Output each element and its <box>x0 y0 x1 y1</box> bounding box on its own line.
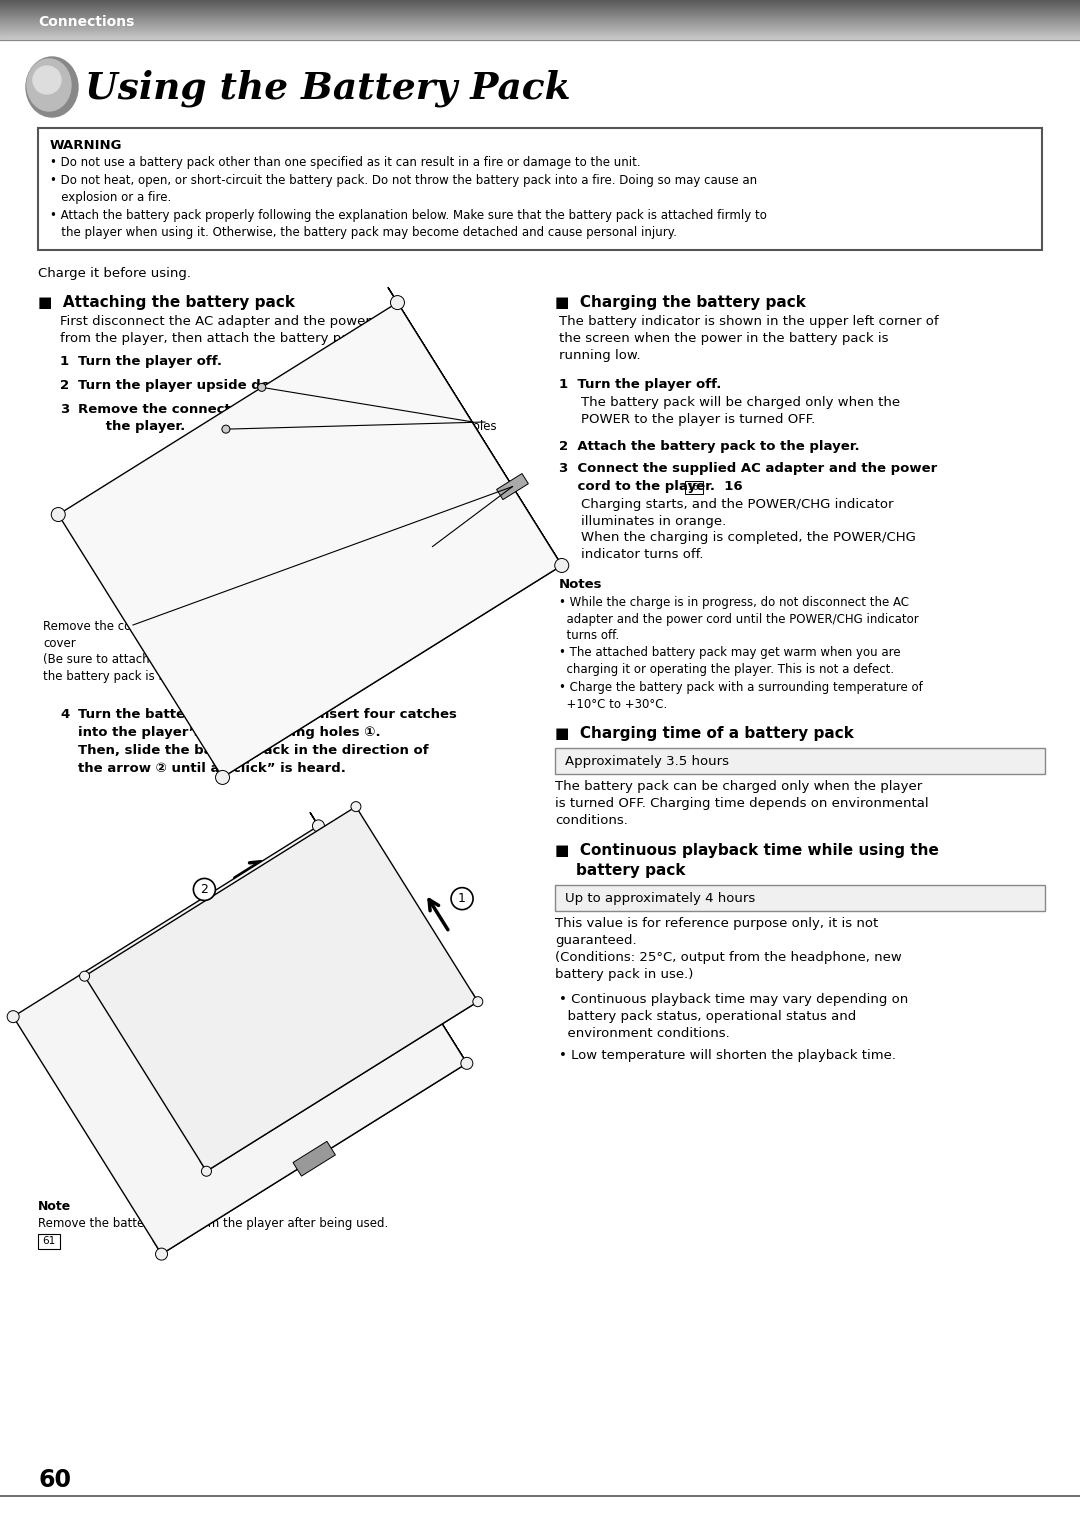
Text: battery pack: battery pack <box>555 864 686 877</box>
Ellipse shape <box>33 65 60 94</box>
Text: 60: 60 <box>38 1468 71 1493</box>
Text: ■  Continuous playback time while using the: ■ Continuous playback time while using t… <box>555 844 939 857</box>
Text: Turn the player upside down.: Turn the player upside down. <box>78 379 297 391</box>
Text: 3: 3 <box>60 404 69 416</box>
Circle shape <box>351 801 361 812</box>
Bar <box>685 481 703 493</box>
Circle shape <box>51 507 65 521</box>
Text: 1  Turn the player off.: 1 Turn the player off. <box>559 378 721 391</box>
Text: 2: 2 <box>201 883 208 896</box>
Polygon shape <box>213 550 562 777</box>
Text: • The attached battery pack may get warm when you are
  charging it or operating: • The attached battery pack may get warm… <box>559 646 901 676</box>
Text: The battery pack will be charged only when the
POWER to the player is turned OFF: The battery pack will be charged only wh… <box>581 396 900 425</box>
Text: Note: Note <box>38 1200 71 1212</box>
Text: Connections: Connections <box>38 15 134 29</box>
Polygon shape <box>153 1049 467 1253</box>
Text: • Continuous playback time may vary depending on
  battery pack status, operatio: • Continuous playback time may vary depe… <box>559 993 908 1040</box>
Bar <box>555 885 1045 911</box>
Text: This value is for reference purpose only, it is not
guaranteed.
(Conditions: 25°: This value is for reference purpose only… <box>555 917 902 981</box>
Text: • Low temperature will shorten the playback time.: • Low temperature will shorten the playb… <box>559 1049 896 1062</box>
Circle shape <box>555 559 569 573</box>
Text: WARNING: WARNING <box>50 139 122 152</box>
Text: Turn the player off.: Turn the player off. <box>78 355 222 369</box>
Text: Charging starts, and the POWER/CHG indicator
illuminates in orange.
When the cha: Charging starts, and the POWER/CHG indic… <box>581 498 916 560</box>
Text: the player when using it. Otherwise, the battery pack may become detached and ca: the player when using it. Otherwise, the… <box>50 225 677 239</box>
Text: 1: 1 <box>60 355 69 369</box>
Text: Holes: Holes <box>465 420 498 433</box>
Polygon shape <box>293 1141 336 1176</box>
Text: • While the charge is in progress, do not disconnect the AC
  adapter and the po: • While the charge is in progress, do no… <box>559 595 919 643</box>
Ellipse shape <box>27 59 71 111</box>
Circle shape <box>391 295 405 309</box>
Text: 16: 16 <box>688 483 700 492</box>
Circle shape <box>156 1249 167 1260</box>
Text: ■  Charging time of a battery pack: ■ Charging time of a battery pack <box>555 726 854 742</box>
Text: Turn the battery pack over and insert four catches: Turn the battery pack over and insert fo… <box>78 708 457 720</box>
Circle shape <box>312 819 324 832</box>
Text: The battery pack can be charged only when the player
is turned OFF. Charging tim: The battery pack can be charged only whe… <box>555 780 929 827</box>
Text: • Do not use a battery pack other than one specified as it can result in a fire : • Do not use a battery pack other than o… <box>50 155 640 169</box>
Text: 2  Attach the battery pack to the player.: 2 Attach the battery pack to the player. <box>559 440 860 452</box>
Circle shape <box>473 996 483 1007</box>
Text: 3  Connect the supplied AC adapter and the power: 3 Connect the supplied AC adapter and th… <box>559 461 937 475</box>
Text: First disconnect the AC adapter and the power cord
from the player, then attach : First disconnect the AC adapter and the … <box>60 315 404 346</box>
Polygon shape <box>388 288 562 565</box>
Text: 1: 1 <box>458 892 465 905</box>
Bar <box>555 748 1045 774</box>
Text: • Attach the battery pack properly following the explanation below. Make sure th: • Attach the battery pack properly follo… <box>50 209 767 221</box>
Polygon shape <box>310 812 467 1063</box>
Polygon shape <box>13 825 467 1253</box>
Circle shape <box>221 425 230 433</box>
Polygon shape <box>497 474 528 500</box>
Circle shape <box>80 972 90 981</box>
Circle shape <box>8 1011 19 1022</box>
Text: into the player’s corresponding holes ①.: into the player’s corresponding holes ①. <box>78 726 380 739</box>
Circle shape <box>461 1057 473 1069</box>
Circle shape <box>193 879 215 900</box>
Circle shape <box>451 888 473 909</box>
Text: explosion or a fire.: explosion or a fire. <box>50 190 172 204</box>
Polygon shape <box>58 303 562 777</box>
Polygon shape <box>84 807 477 1171</box>
Text: 2: 2 <box>60 379 69 391</box>
Text: Up to approximately 4 hours: Up to approximately 4 hours <box>565 891 755 905</box>
Text: Approximately 3.5 hours: Approximately 3.5 hours <box>565 754 729 768</box>
Polygon shape <box>200 991 477 1171</box>
Text: ■  Charging the battery pack: ■ Charging the battery pack <box>555 295 806 311</box>
Bar <box>38 1234 60 1249</box>
Text: ■  Attaching the battery pack: ■ Attaching the battery pack <box>38 295 295 311</box>
Text: 4: 4 <box>60 708 69 720</box>
Text: Charge it before using.: Charge it before using. <box>38 267 191 280</box>
Text: Using the Battery Pack: Using the Battery Pack <box>85 69 570 107</box>
Circle shape <box>202 1167 212 1176</box>
Text: • Do not heat, open, or short-circuit the battery pack. Do not throw the battery: • Do not heat, open, or short-circuit th… <box>50 174 757 186</box>
Text: Remove the connector cover on the bottom of
      the player.: Remove the connector cover on the bottom… <box>78 404 423 433</box>
Text: Then, slide the battery pack in the direction of: Then, slide the battery pack in the dire… <box>78 745 429 757</box>
Circle shape <box>216 771 230 784</box>
Bar <box>38 128 1042 250</box>
Text: Notes: Notes <box>559 579 603 591</box>
Text: The battery indicator is shown in the upper left corner of
the screen when the p: The battery indicator is shown in the up… <box>559 315 939 362</box>
Text: 61: 61 <box>42 1237 56 1246</box>
Text: cord to the player.  16: cord to the player. 16 <box>559 480 743 493</box>
Text: Remove the connector
cover
(Be sure to attach it whenever
the battery pack is no: Remove the connector cover (Be sure to a… <box>43 620 243 682</box>
Text: Remove the battery pack from the player after being used.: Remove the battery pack from the player … <box>38 1217 388 1231</box>
Circle shape <box>258 384 266 391</box>
Text: the arrow ② until a “click” is heard.: the arrow ② until a “click” is heard. <box>78 762 346 775</box>
Text: • Charge the battery pack with a surrounding temperature of
  +10°C to +30°C.: • Charge the battery pack with a surroun… <box>559 681 922 711</box>
Ellipse shape <box>26 56 78 117</box>
